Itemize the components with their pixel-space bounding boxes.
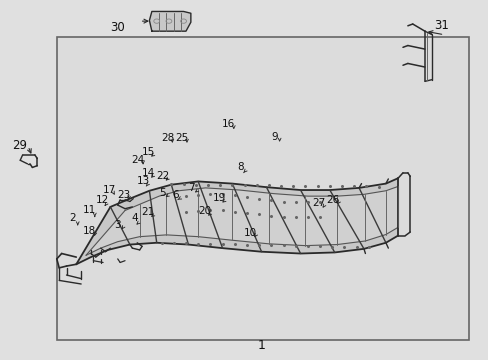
Text: 31: 31 (434, 19, 448, 32)
Polygon shape (149, 12, 190, 31)
Text: 13: 13 (136, 176, 149, 186)
Text: 5: 5 (159, 188, 165, 198)
Text: 21: 21 (141, 207, 154, 217)
Text: 24: 24 (131, 155, 144, 165)
Text: 25: 25 (175, 133, 188, 143)
Text: 1: 1 (257, 339, 265, 352)
Text: 6: 6 (172, 190, 178, 200)
Text: 27: 27 (311, 198, 325, 208)
Text: 14: 14 (141, 168, 154, 178)
Text: 4: 4 (131, 213, 138, 223)
Text: 9: 9 (271, 132, 278, 142)
Text: 10: 10 (244, 228, 256, 238)
Text: 17: 17 (102, 185, 115, 195)
Text: 26: 26 (326, 195, 339, 205)
Text: 16: 16 (222, 120, 235, 129)
Text: 29: 29 (12, 139, 27, 152)
Bar (57, 37, 468, 339)
Text: 23: 23 (117, 190, 130, 200)
Text: 28: 28 (161, 133, 174, 143)
Text: 30: 30 (110, 21, 125, 34)
Text: 2: 2 (69, 213, 76, 223)
Text: 3: 3 (114, 220, 121, 230)
Polygon shape (86, 186, 397, 255)
Text: 12: 12 (95, 195, 108, 205)
Text: 15: 15 (141, 147, 154, 157)
Text: 20: 20 (198, 206, 211, 216)
Text: 11: 11 (83, 206, 96, 216)
Polygon shape (86, 186, 397, 255)
Text: 18: 18 (83, 226, 96, 236)
Polygon shape (76, 178, 397, 264)
Text: 7: 7 (188, 183, 195, 193)
Text: 19: 19 (212, 193, 225, 203)
Text: 22: 22 (156, 171, 169, 181)
Text: 8: 8 (237, 162, 244, 172)
